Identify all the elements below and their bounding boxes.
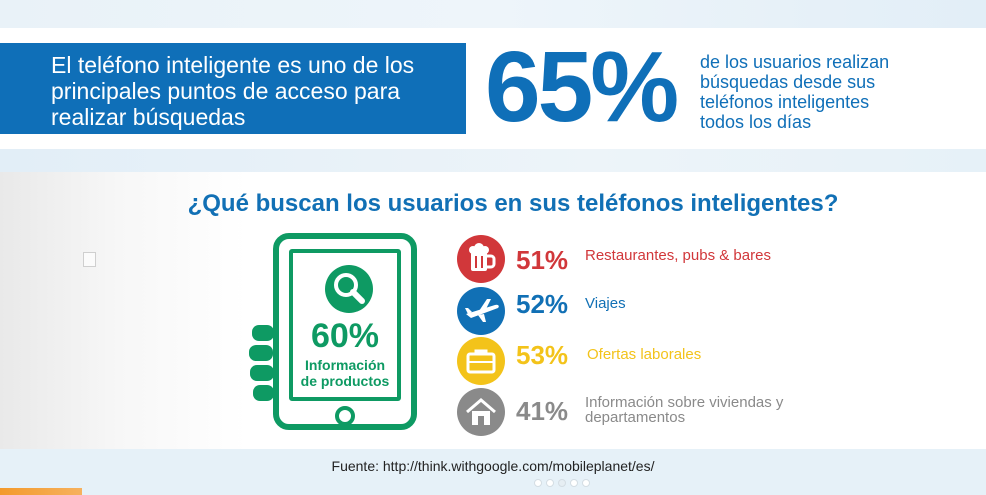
next-slide-peek <box>0 488 82 495</box>
stat-percent-housing: 41% <box>516 396 569 426</box>
phone-screen: 60% Información de productos <box>289 249 401 401</box>
hand-icon <box>249 325 274 401</box>
headline-box: El teléfono inteligente es uno de los pr… <box>0 43 466 134</box>
stat-label-jobs: Ofertas laborales <box>587 346 702 363</box>
stat-label-housing-line-2: departamentos <box>585 409 686 426</box>
caption-line-3: teléfonos inteligentes <box>700 92 870 112</box>
stat-label-housing-line-1: Información sobre viviendas y <box>585 394 784 411</box>
section-question: ¿Qué buscan los usuarios en sus teléfono… <box>187 190 839 217</box>
stat-percent-jobs: 53% <box>516 340 569 370</box>
stat-label-travel: Viajes <box>585 295 626 312</box>
image-placeholder-icon <box>83 252 96 267</box>
house-icon <box>457 388 505 436</box>
carousel-dot-active[interactable] <box>558 479 566 487</box>
top-band <box>0 0 986 28</box>
phone-label-line-2: de productos <box>300 373 390 389</box>
airplane-icon <box>457 287 505 335</box>
carousel-dot[interactable] <box>546 479 554 487</box>
headline-line-3: realizar búsquedas <box>51 104 246 130</box>
phone-percent: 60% <box>310 317 380 355</box>
carousel-dot[interactable] <box>534 479 542 487</box>
briefcase-icon <box>457 337 505 385</box>
stat-label-housing: Información sobre viviendas y departamen… <box>585 395 783 425</box>
phone-label: Información de productos <box>293 357 397 389</box>
stat-percent-restaurants: 51% <box>516 245 569 275</box>
caption-line-2: búsquedas desde sus <box>700 72 876 92</box>
phone-label-line-1: Información <box>304 357 386 373</box>
highlight-caption: de los usuarios realizan búsquedas desde… <box>700 52 980 132</box>
phone-home-button <box>335 406 355 426</box>
search-icon <box>325 265 373 313</box>
headline-line-1: El teléfono inteligente es uno de los <box>51 52 415 78</box>
carousel-pagination[interactable] <box>534 479 590 489</box>
carousel-dot[interactable] <box>582 479 590 487</box>
carousel-dot[interactable] <box>570 479 578 487</box>
highlight-percent: 65% <box>485 31 679 143</box>
caption-line-1: de los usuarios realizan <box>700 52 890 72</box>
mid-band <box>0 149 986 172</box>
caption-line-4: todos los días <box>700 112 812 132</box>
beer-mug-icon <box>457 235 505 283</box>
source-citation: Fuente: http://think.withgoogle.com/mobi… <box>331 458 655 474</box>
phone-illustration: 60% Información de productos <box>273 233 417 430</box>
stat-percent-travel: 52% <box>516 289 569 319</box>
headline-line-2: principales puntos de acceso para <box>51 78 401 104</box>
stat-label-restaurants: Restaurantes, pubs & bares <box>585 247 771 264</box>
